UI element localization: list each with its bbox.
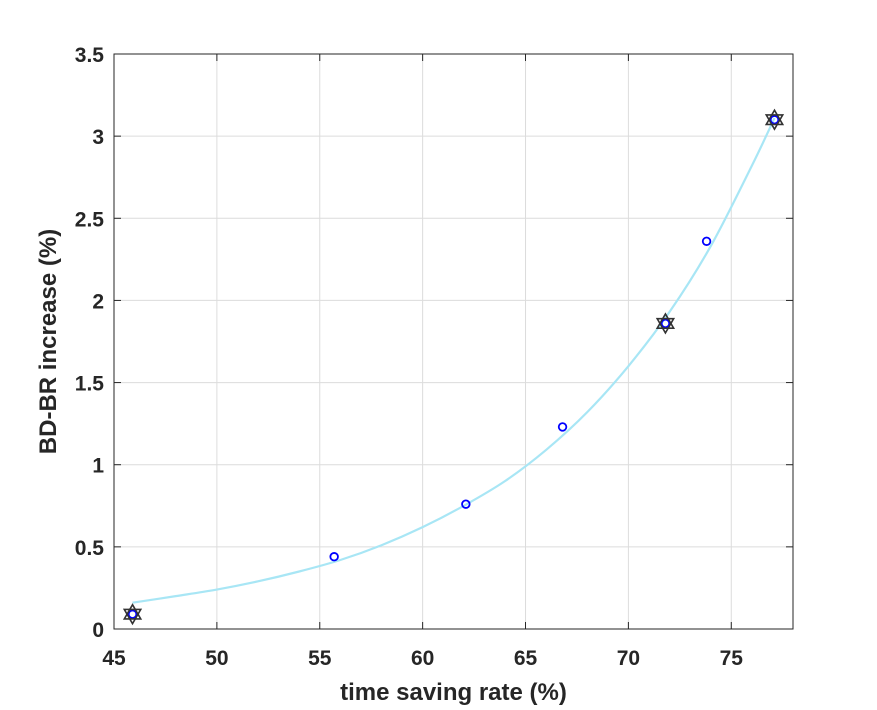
y-tick-label: 2.5	[75, 208, 105, 231]
y-tick-label: 2	[92, 290, 104, 313]
highlight-star-marker	[655, 312, 676, 335]
x-tick-label: 65	[514, 647, 538, 670]
y-tick-label: 3	[92, 126, 104, 149]
y-tick-label: 0	[92, 619, 104, 642]
x-tick-label: 70	[617, 647, 640, 670]
grid	[114, 54, 793, 629]
plot-area	[114, 54, 793, 629]
x-ticks: 45 50 55 60 65 70 75	[102, 54, 743, 670]
data-point	[461, 499, 471, 509]
y-tick-label: 0.5	[75, 537, 105, 560]
y-axis-label: BD-BR increase (%)	[35, 229, 62, 454]
x-tick-label: 60	[411, 647, 434, 670]
data-point	[660, 318, 671, 329]
highlight-star-marker	[122, 603, 143, 626]
y-tick-label: 1	[92, 455, 104, 478]
data-point	[769, 115, 780, 125]
highlight-star-marker	[764, 108, 785, 131]
x-tick-label: 55	[308, 647, 332, 670]
data-point	[127, 609, 138, 619]
marker-layer	[122, 108, 785, 626]
y-ticks: 0 0.5 1 1.5 2 2.5 3 3.5	[75, 44, 793, 642]
x-tick-label: 75	[720, 647, 744, 670]
data-point	[557, 422, 568, 432]
x-tick-label: 50	[205, 647, 228, 670]
y-tick-label: 3.5	[75, 44, 105, 67]
y-tick-label: 1.5	[75, 373, 105, 396]
data-point	[329, 552, 339, 562]
x-tick-label: 45	[102, 647, 126, 670]
data-point	[701, 236, 712, 246]
plot-frame	[113, 53, 794, 630]
x-axis-label: time saving rate (%)	[340, 679, 567, 706]
